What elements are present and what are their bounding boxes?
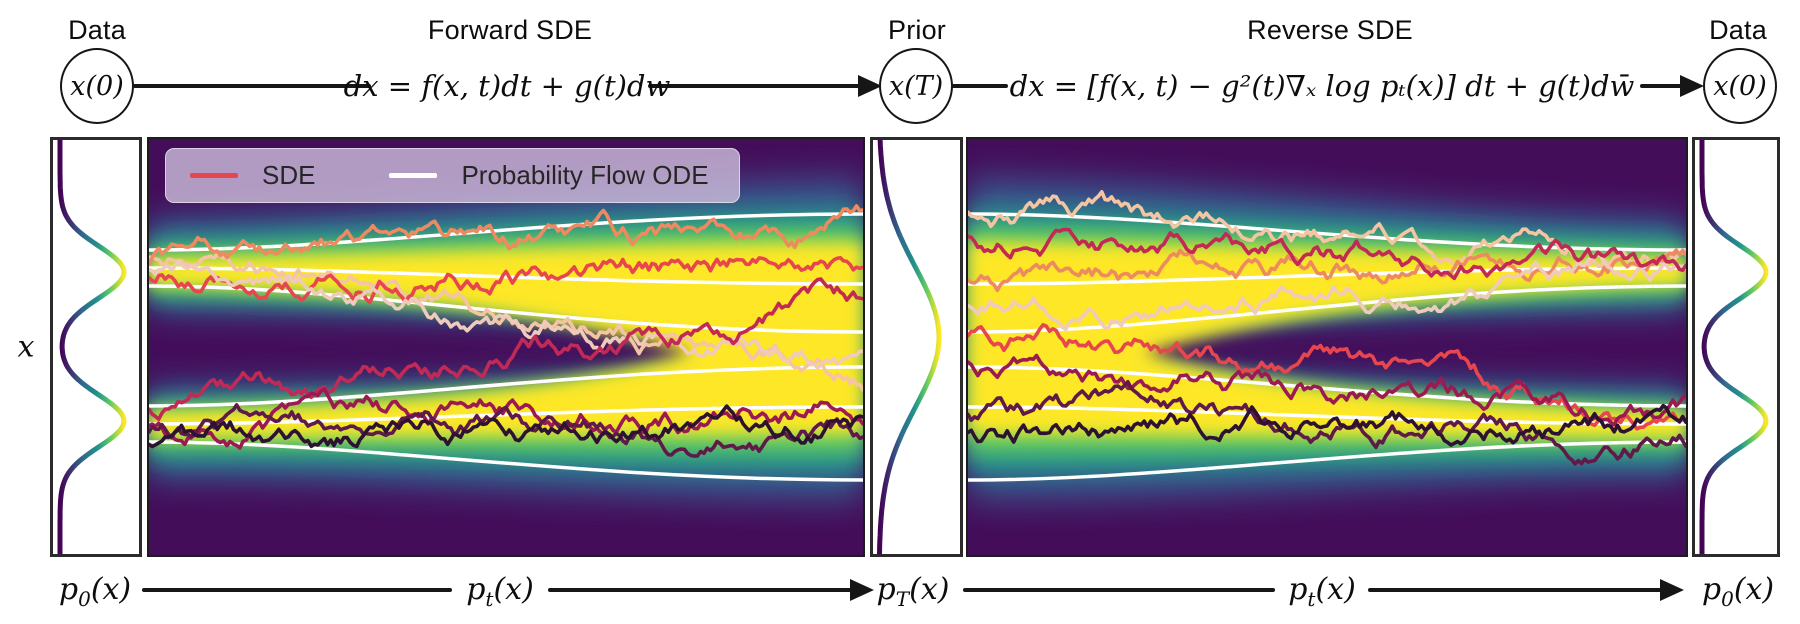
data-marginal-left-panel xyxy=(50,137,142,557)
x-axis-label: x xyxy=(17,329,35,365)
forward-sde-equation: dx = f(x, t)dt + g(t)dw xyxy=(343,69,671,103)
sde-line-swatch xyxy=(190,173,238,178)
prior-marginal-curve xyxy=(877,140,942,554)
xT-symbol: x(T) xyxy=(888,70,944,102)
sde-legend-label: SDE xyxy=(262,160,316,190)
forward-connector-line xyxy=(133,84,371,88)
bottom-arrow-line-1 xyxy=(548,588,852,592)
forward-arrowhead-icon xyxy=(858,75,882,97)
legend: SDE Probability Flow ODE xyxy=(165,148,740,203)
forward-arrow-line xyxy=(648,84,860,88)
bottom-line-1 xyxy=(142,588,452,592)
ptx-label-right: pt(x) xyxy=(1288,572,1356,611)
prior-marginal-panel xyxy=(870,137,963,557)
pTx-label: pT(x) xyxy=(876,572,950,611)
ode-legend-label: Probability Flow ODE xyxy=(461,160,709,190)
reverse-arrow-line xyxy=(1640,84,1682,88)
x0-node-right: x(0) xyxy=(1703,48,1777,124)
bottom-arrowhead-2-icon xyxy=(1660,579,1684,601)
x0-symbol-left: x(0) xyxy=(70,70,124,102)
data-label-left: Data xyxy=(68,15,126,45)
bottom-arrow-line-2 xyxy=(1368,588,1662,592)
p0x-label-left: p0(x) xyxy=(58,572,132,611)
reverse-arrowhead-icon xyxy=(1680,75,1704,97)
reverse-heatmap-plot xyxy=(968,139,1686,555)
ptx-label-left: pt(x) xyxy=(466,572,534,611)
forward-sde-title: Forward SDE xyxy=(427,15,593,45)
p0x-label-right: p0(x) xyxy=(1701,572,1775,611)
xT-node: x(T) xyxy=(879,48,953,124)
data-marginal-left-curve xyxy=(57,140,127,554)
x0-symbol-right: x(0) xyxy=(1713,70,1767,102)
prior-label: Prior xyxy=(887,15,947,45)
data-marginal-right-curve xyxy=(1699,140,1769,554)
bottom-line-2 xyxy=(963,588,1275,592)
x0-node-left: x(0) xyxy=(60,48,134,124)
data-label-right: Data xyxy=(1709,15,1767,45)
forward-heatmap-panel: SDE Probability Flow ODE xyxy=(147,137,865,557)
data-marginal-right-panel xyxy=(1692,137,1780,557)
reverse-sde-equation: dx = [f(x, t) − g²(t)∇ₓ log pₜ(x)] dt + … xyxy=(1009,69,1635,103)
forward-heatmap-plot xyxy=(149,139,863,555)
bottom-arrowhead-1-icon xyxy=(850,579,874,601)
reverse-connector-line xyxy=(950,84,1008,88)
ode-line-swatch xyxy=(389,173,438,178)
reverse-sde-title: Reverse SDE xyxy=(1247,15,1413,45)
reverse-heatmap-panel xyxy=(966,137,1688,557)
